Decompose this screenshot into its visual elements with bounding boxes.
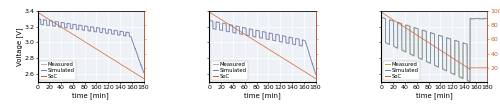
X-axis label: time [min]: time [min] [416, 92, 453, 99]
Legend: Measured, Simulated, SoC: Measured, Simulated, SoC [211, 61, 248, 80]
X-axis label: time [min]: time [min] [244, 92, 281, 99]
X-axis label: time [min]: time [min] [72, 92, 109, 99]
Legend: Measured, Simulated, SoC: Measured, Simulated, SoC [39, 61, 76, 80]
Legend: Measured, Simulated, SoC: Measured, Simulated, SoC [383, 61, 420, 80]
Y-axis label: Voltage [V]: Voltage [V] [16, 27, 22, 66]
